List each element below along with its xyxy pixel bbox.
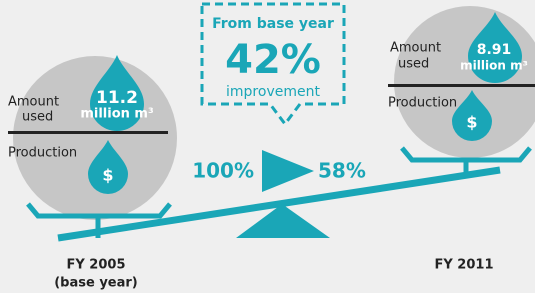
left-label: FY 2005 <box>66 258 125 273</box>
left-circle <box>13 56 177 220</box>
page: 11.2 million m³ Amount used Production $… <box>0 0 535 293</box>
left-icon: $ <box>102 166 113 185</box>
right-used: used <box>398 57 429 72</box>
right-amount: Amount <box>390 41 441 56</box>
right-unit: million m³ <box>460 59 528 73</box>
left-value: 11.2 <box>96 88 138 108</box>
right-value: 8.91 <box>477 42 512 58</box>
box-line1: From base year <box>212 16 334 32</box>
to-percent: 58% <box>318 159 366 183</box>
right-icon: $ <box>466 113 477 132</box>
right-divider <box>388 84 535 87</box>
right-label: FY 2011 <box>434 258 493 273</box>
box-line2: improvement <box>226 84 320 100</box>
box-value: 42% <box>225 37 321 83</box>
left-label-sub: (base year) <box>54 276 138 291</box>
left-production: Production <box>8 146 77 161</box>
from-percent: 100% <box>192 159 254 183</box>
left-amount: Amount <box>8 95 59 110</box>
right-production: Production <box>388 96 457 111</box>
infographic: 11.2 million m³ Amount used Production $… <box>0 0 535 293</box>
left-used: used <box>22 110 53 125</box>
left-divider <box>8 131 168 134</box>
left-unit: million m³ <box>80 107 153 122</box>
